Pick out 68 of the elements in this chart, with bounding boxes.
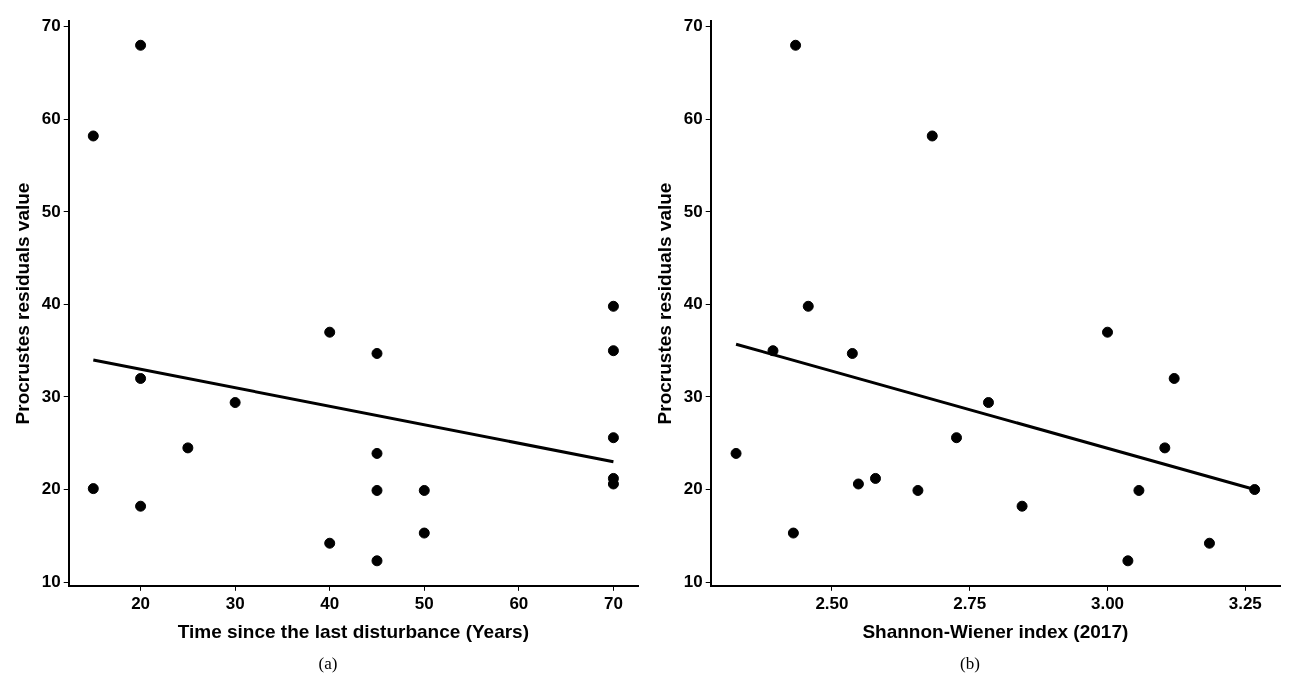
point	[1168, 372, 1180, 384]
point	[846, 347, 858, 359]
point	[135, 39, 147, 51]
point	[869, 472, 881, 484]
point	[135, 500, 147, 512]
point	[1122, 555, 1134, 567]
point	[418, 527, 430, 539]
point	[730, 447, 742, 459]
point	[371, 447, 383, 459]
x-tick-label: 3.25	[1228, 593, 1262, 613]
point	[802, 300, 814, 312]
point	[1203, 537, 1215, 549]
x-axis-title: Shannon-Wiener index (2017)	[862, 620, 1129, 642]
point	[87, 130, 99, 142]
point	[607, 300, 619, 312]
x-tick-label: 40	[320, 593, 340, 613]
x-tick-label: 20	[131, 593, 151, 613]
y-tick-label: 10	[683, 571, 703, 591]
y-axis-title: Procrustes residuals value	[11, 182, 33, 425]
x-tick-label: 3.00	[1090, 593, 1125, 613]
y-tick-label: 30	[41, 386, 61, 406]
point	[1133, 484, 1145, 496]
y-tick-label: 50	[41, 201, 61, 221]
text: (b)	[959, 654, 981, 674]
y-tick-label: 60	[683, 109, 703, 128]
x-tick-label: 2.50	[815, 593, 849, 613]
y-tick-label: 40	[683, 294, 703, 314]
point	[607, 432, 619, 444]
point	[1016, 500, 1028, 512]
point	[912, 484, 924, 496]
point	[951, 432, 962, 444]
point	[371, 555, 383, 567]
point	[1102, 326, 1113, 338]
point	[182, 442, 194, 454]
point	[787, 527, 799, 539]
y-tick-label: 20	[683, 479, 703, 499]
point	[607, 345, 619, 357]
point	[135, 372, 147, 384]
y-tick-label: 70	[683, 16, 703, 36]
point	[371, 484, 383, 496]
point	[324, 326, 336, 338]
text: (a)	[317, 654, 339, 674]
point	[324, 537, 336, 549]
x-axis-title: Time since the last disturbance (Years)	[177, 620, 529, 642]
point	[418, 484, 430, 496]
y-axis-title: Procrustes residuals value	[653, 182, 675, 425]
point	[229, 397, 241, 409]
y-tick-label: 50	[683, 201, 703, 221]
point	[790, 39, 802, 51]
point	[1249, 484, 1261, 496]
y-tick-label: 60	[41, 109, 61, 128]
y-tick-label: 70	[41, 16, 61, 36]
y-tick-label: 30	[683, 386, 703, 406]
x-tick-label: 2.75	[953, 593, 987, 613]
x-tick-label: 50	[414, 593, 434, 613]
y-tick-label: 20	[41, 479, 61, 499]
point	[87, 483, 99, 495]
y-tick-label: 40	[41, 294, 61, 314]
point	[1159, 442, 1171, 454]
y-tick-label: 10	[41, 571, 61, 591]
x-tick-label: 70	[603, 593, 623, 613]
point	[852, 478, 864, 490]
x-tick-label: 60	[509, 593, 529, 613]
point	[926, 130, 938, 142]
x-tick-label: 30	[225, 593, 245, 613]
point	[767, 345, 779, 357]
point	[371, 347, 383, 359]
point	[982, 397, 994, 409]
